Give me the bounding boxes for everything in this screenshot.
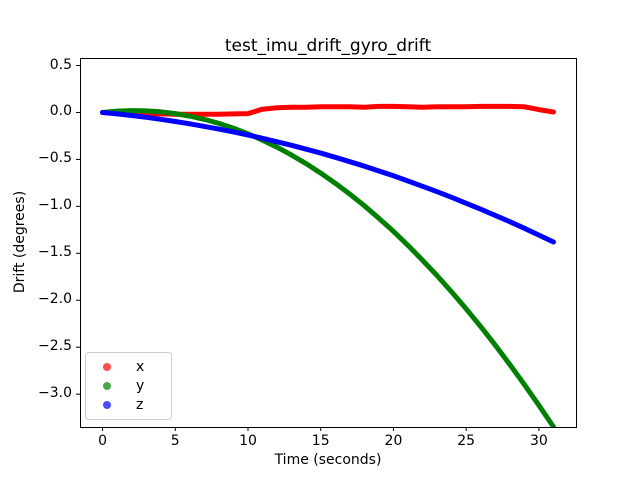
x-tick-label: 0 [98,433,107,449]
x-tick-label: 30 [529,433,548,449]
legend-item-x: x [86,359,171,375]
legend-marker-x-icon [103,363,111,371]
y-tick-label: 0.0 [49,103,72,120]
x-tick-label: 25 [457,433,476,449]
series-line-z [100,110,556,245]
y-tick-label: −2.5 [38,338,72,355]
y-tick-label: 0.5 [49,56,72,73]
axes-border [80,58,577,428]
series-line-y [100,108,556,427]
y-tick-label: −3.0 [38,385,72,402]
y-tick-label: −1.0 [38,197,72,214]
legend-label: z [136,397,144,413]
legend-label: x [136,359,145,375]
y-tick-label: −2.0 [38,291,72,308]
y-tick-label: −0.5 [38,150,72,167]
y-tick-label: −1.5 [38,244,72,261]
legend-item-y: y [86,378,171,394]
x-axis-label: Time (seconds) [274,452,382,468]
legend-item-z: z [86,397,171,413]
chart-title: test_imu_drift_gyro_drift [224,36,432,56]
x-tick-label: 20 [384,433,403,449]
legend-label: y [136,378,145,394]
x-tick-label: 15 [311,433,330,449]
legend-marker-y-icon [103,382,111,390]
x-tick-label: 5 [170,433,180,449]
x-tick-label: 10 [239,433,257,449]
legend-marker-z-icon [103,401,111,409]
